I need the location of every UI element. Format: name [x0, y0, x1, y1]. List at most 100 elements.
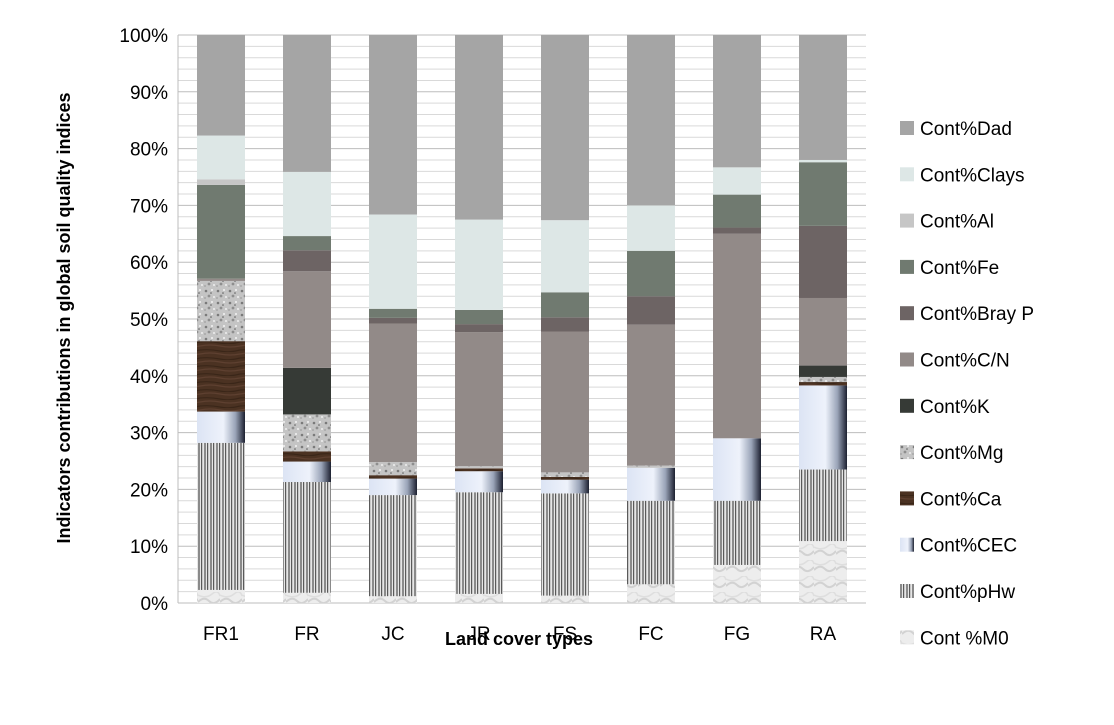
legend-label: Cont%Ca	[920, 489, 1002, 510]
x-axis-title: Land cover types	[445, 629, 593, 649]
bar-segment	[455, 324, 503, 333]
x-tick-label: JC	[381, 624, 404, 645]
bar-segment	[283, 271, 331, 368]
bar-segment	[799, 365, 847, 377]
bar-segment	[197, 278, 245, 281]
bar-segment	[627, 250, 675, 297]
bar-segment	[627, 465, 675, 468]
bar-segment	[799, 382, 847, 386]
gridlines	[177, 34, 866, 604]
bar-segment	[283, 451, 331, 462]
bar-segment	[541, 292, 589, 318]
x-tick-label: FR	[294, 624, 319, 645]
bar-segment	[283, 461, 331, 483]
bar-segment	[799, 385, 847, 470]
x-tick-label: FG	[724, 624, 750, 645]
bar-segment	[369, 308, 417, 318]
bar-segment	[799, 469, 847, 542]
y-tick-label: 20%	[130, 480, 168, 501]
legend-swatch	[900, 167, 914, 182]
legend-swatch	[900, 121, 914, 135]
y-tick-label: 70%	[130, 196, 168, 217]
bar-segment	[799, 225, 847, 298]
bars	[197, 35, 847, 603]
bar-segment	[627, 296, 675, 325]
bar-segment	[369, 475, 417, 479]
bar-segment	[799, 297, 847, 366]
bar-segment	[369, 478, 417, 496]
y-axis-title: Indicators contributions in global soil …	[54, 92, 74, 543]
y-tick-label: 40%	[130, 367, 168, 388]
y-tick-label: 80%	[130, 140, 168, 161]
legend: Cont%Dad Cont%Clays Cont%Al Cont%Fe Cont%Bra…	[900, 119, 1034, 649]
bar-segment	[369, 323, 417, 463]
bar-segment	[369, 214, 417, 309]
bar-segment	[455, 492, 503, 594]
bar-segment	[627, 467, 675, 501]
bar-segment	[627, 500, 675, 585]
bar-segment	[283, 35, 331, 172]
bar-segment	[713, 233, 761, 439]
bar-segment	[369, 317, 417, 324]
bar-segment	[713, 564, 761, 603]
legend-label: Cont%CEC	[920, 536, 1017, 557]
bar-segment	[197, 280, 245, 342]
bar-segment	[541, 493, 589, 596]
bar-segment	[799, 162, 847, 226]
bar-segment	[541, 472, 589, 477]
bar-segment	[541, 35, 589, 221]
x-tick-label: RA	[810, 624, 837, 645]
bar-segment	[283, 414, 331, 452]
bar-segment	[369, 495, 417, 597]
bar-segment	[713, 500, 761, 565]
bar-segment	[369, 462, 417, 476]
legend-label: Cont%Clays	[920, 165, 1025, 186]
y-tick-label: 30%	[130, 424, 168, 445]
bar-segment	[197, 35, 245, 136]
legend-label: Cont%pHw	[920, 582, 1015, 603]
legend-swatch	[900, 352, 914, 367]
bar-segment	[713, 167, 761, 195]
bar-segment	[369, 35, 417, 215]
bar-segment	[197, 135, 245, 180]
bar-segment	[627, 35, 675, 206]
legend-label: Cont %M0	[920, 628, 1009, 649]
bar-segment	[283, 250, 331, 272]
bar-segment	[455, 35, 503, 220]
bar-segment	[283, 236, 331, 251]
bar-segment	[455, 593, 503, 603]
legend-swatch	[900, 630, 914, 645]
bar-segment	[455, 309, 503, 325]
bar-segment	[455, 468, 503, 472]
legend-swatch	[900, 306, 914, 321]
bar-segment	[455, 466, 503, 469]
bar-segment	[283, 367, 331, 415]
legend-swatch	[900, 537, 914, 552]
bar-segment	[541, 476, 589, 480]
x-axis-ticks: FR1 FR JC JR FS FC FG RA	[203, 624, 836, 645]
y-tick-label: 10%	[130, 537, 168, 558]
legend-label: Cont%K	[920, 397, 990, 418]
legend-swatch	[900, 213, 914, 228]
bar-segment	[197, 411, 245, 443]
bar-segment	[541, 220, 589, 293]
x-tick-label: FC	[638, 624, 663, 645]
bar-segment	[455, 471, 503, 493]
bar-segment	[713, 438, 761, 501]
bar-segment	[713, 35, 761, 168]
legend-swatch	[900, 491, 914, 506]
x-tick-label: FR1	[203, 624, 239, 645]
legend-label: Cont%Dad	[920, 119, 1012, 140]
x-tick-label: FS	[553, 624, 577, 645]
bar-segment	[799, 541, 847, 603]
bar-segment	[197, 341, 245, 412]
bar-segment	[283, 592, 331, 603]
bar-segment	[197, 184, 245, 279]
legend-swatch	[900, 445, 914, 460]
y-axis-ticks: 0% 10% 20% 30% 40% 50% 60% 70% 80% 90% 100%	[119, 26, 168, 615]
bar-segment	[627, 324, 675, 466]
y-tick-label: 90%	[130, 83, 168, 104]
y-tick-label: 0%	[141, 594, 169, 615]
